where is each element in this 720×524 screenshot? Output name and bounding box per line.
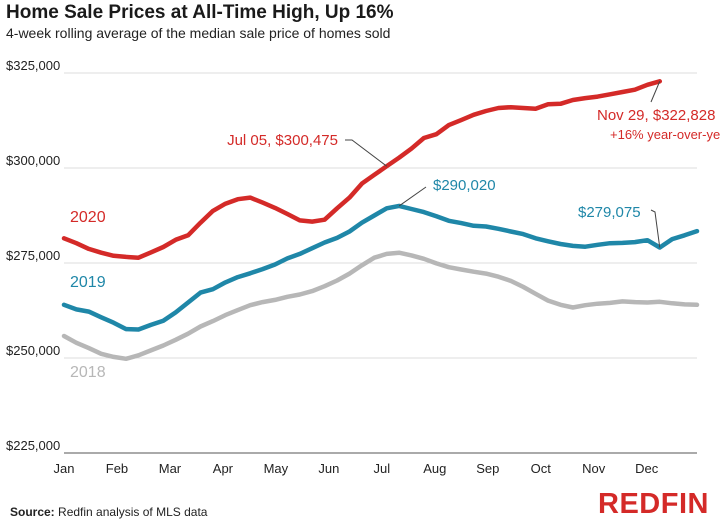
y-axis: $225,000 $250,000 $275,000 $300,000 $325,000 bbox=[6, 58, 60, 453]
x-axis: Jan Feb Mar Apr May Jun Jul Aug Sep Oct Nov Dec bbox=[54, 461, 659, 476]
x-tick-label: Oct bbox=[531, 461, 552, 476]
x-tick-label: Jan bbox=[54, 461, 75, 476]
series-label-2020: 2020 bbox=[70, 209, 106, 226]
series-label-2019: 2019 bbox=[70, 274, 106, 291]
y-tick-label: $325,000 bbox=[6, 58, 60, 73]
leader-290020 bbox=[398, 186, 427, 207]
y-tick-label: $275,000 bbox=[6, 248, 60, 263]
chart-subtitle: 4-week rolling average of the median sal… bbox=[6, 25, 391, 41]
leader-279075 bbox=[650, 209, 661, 248]
x-tick-label: Dec bbox=[635, 461, 659, 476]
x-tick-label: Aug bbox=[423, 461, 446, 476]
grid-layer bbox=[64, 72, 697, 454]
annotation-yoy: +16% year-over-year bbox=[610, 127, 720, 142]
leader-nov29 bbox=[650, 81, 661, 103]
x-tick-label: Mar bbox=[159, 461, 182, 476]
source-label: Source: bbox=[10, 505, 55, 519]
source-text: Redfin analysis of MLS data bbox=[58, 505, 208, 519]
series-line-2018 bbox=[61, 250, 700, 362]
y-tick-label: $225,000 bbox=[6, 438, 60, 453]
source-note: Source: Redfin analysis of MLS data bbox=[10, 505, 207, 519]
x-tick-label: Jun bbox=[318, 461, 339, 476]
series-label-2018: 2018 bbox=[70, 364, 106, 381]
series-line-2019 bbox=[61, 203, 700, 332]
chart-title: Home Sale Prices at All-Time High, Up 16… bbox=[6, 2, 394, 23]
redfin-logo: REDFIN bbox=[598, 488, 709, 520]
leader-jul05 bbox=[345, 139, 388, 167]
annotation-layer: 2020 2019 2018 Jul 05, $300,475 Nov 29, $322… bbox=[70, 81, 720, 381]
annotation-nov29: Nov 29, $322,828 bbox=[597, 107, 715, 124]
annotation-290020: $290,020 bbox=[433, 177, 496, 194]
x-tick-label: Sep bbox=[476, 461, 499, 476]
x-tick-label: May bbox=[264, 461, 289, 476]
annotation-jul05: Jul 05, $300,475 bbox=[227, 132, 338, 149]
series-layer bbox=[61, 79, 700, 362]
x-tick-label: Apr bbox=[213, 461, 234, 476]
y-tick-label: $300,000 bbox=[6, 153, 60, 168]
series-line-2020 bbox=[61, 79, 663, 260]
y-tick-label: $250,000 bbox=[6, 343, 60, 358]
x-tick-label: Nov bbox=[582, 461, 606, 476]
x-tick-label: Feb bbox=[106, 461, 128, 476]
x-tick-label: Jul bbox=[374, 461, 391, 476]
annotation-279075: $279,075 bbox=[578, 204, 641, 221]
